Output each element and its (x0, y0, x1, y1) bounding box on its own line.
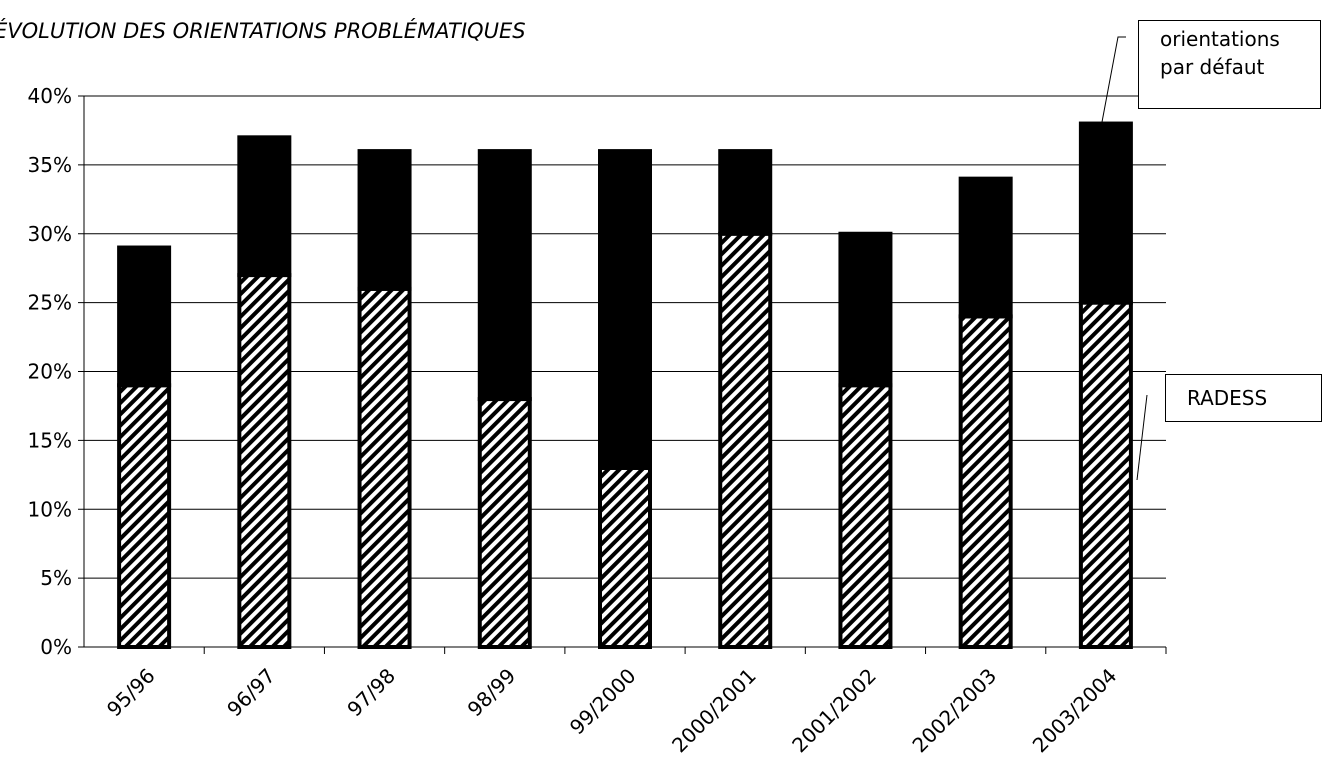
bar-segment-orientations-par-defaut (958, 176, 1013, 319)
y-tick-label: 30% (28, 222, 72, 246)
y-tick-label: 40% (28, 84, 72, 108)
legend-leader-radess (1136, 394, 1148, 481)
bar-segment-orientations-par-defaut (718, 149, 773, 236)
x-tick-label: 96/97 (222, 664, 280, 722)
bar-segment-orientations-par-defaut (357, 149, 412, 291)
legend-radess: RADESS (1165, 374, 1322, 422)
bar-segment-radess (958, 314, 1013, 649)
bar-segment-orientations-par-defaut (598, 149, 652, 470)
y-tick-label: 0% (40, 635, 72, 659)
x-tick-label: 2002/2003 (907, 664, 1001, 758)
y-tick-label: 5% (40, 566, 72, 590)
bar-segment-orientations-par-defaut (117, 245, 172, 388)
bar-segment-radess (357, 286, 412, 649)
legend-label-line2: par défaut (1160, 55, 1265, 79)
y-tick-label: 25% (28, 291, 72, 315)
bar-segment-orientations-par-defaut (237, 135, 292, 278)
bar-segment-radess (1078, 300, 1133, 649)
y-tick-label: 35% (28, 153, 72, 177)
y-tick-label: 15% (28, 428, 72, 452)
y-tick-label: 10% (28, 497, 72, 521)
x-tick-label: 2001/2002 (787, 664, 881, 758)
bar-segment-radess (117, 383, 172, 649)
y-tick-label: 20% (28, 360, 72, 384)
x-tick-label: 2003/2004 (1028, 664, 1122, 758)
bar-segment-radess (237, 273, 292, 649)
bar-segment-radess (838, 383, 893, 649)
bar-segment-orientations-par-defaut (477, 149, 532, 402)
legend-label-line1: orientations (1160, 27, 1280, 51)
bar-segment-radess (718, 231, 773, 649)
legend-leader-orientations-par-defaut (1101, 36, 1126, 123)
x-tick-label: 95/96 (102, 664, 160, 722)
x-tick-label: 2000/2001 (667, 664, 761, 758)
x-tick-label: 97/98 (342, 664, 400, 722)
bar-segment-orientations-par-defaut (838, 231, 893, 388)
legend-orientations-par-defaut: orientations par défaut (1138, 20, 1321, 109)
x-tick-label: 98/99 (463, 664, 521, 722)
bar-segment-orientations-par-defaut (1078, 121, 1133, 305)
chart-title: ÉVOLUTION DES ORIENTATIONS PROBLÉMATIQUE… (0, 19, 526, 43)
bar-segment-radess (598, 465, 652, 649)
bar-segment-radess (477, 397, 532, 649)
legend-label-radess: RADESS (1187, 386, 1268, 410)
x-tick-label: 99/2000 (565, 664, 641, 740)
